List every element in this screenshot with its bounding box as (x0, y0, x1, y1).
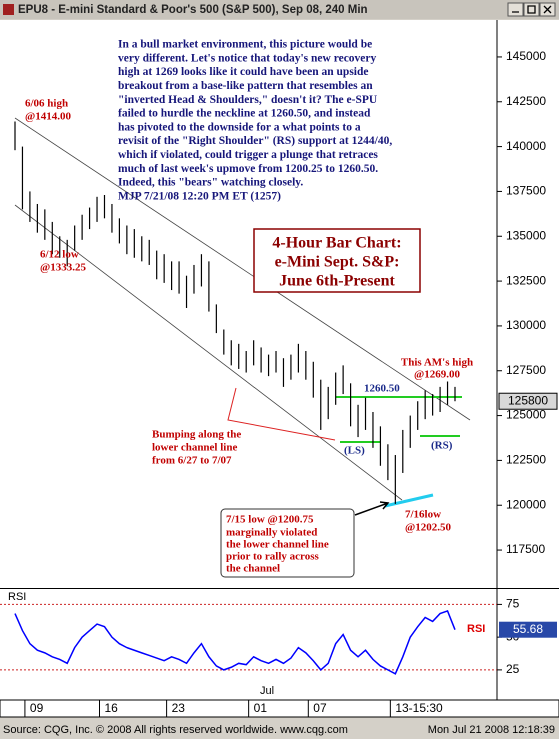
annotation: the lower channel line (226, 539, 329, 551)
low-trendline (384, 493, 434, 508)
commentary-line: which if violated, could trigger a plung… (118, 149, 378, 161)
commentary-line: has pivoted to the downside for a what p… (118, 121, 361, 133)
annotation: (LS) (344, 445, 365, 457)
x-tick-label: 16 (104, 701, 118, 715)
y-tick-label: 142500 (506, 94, 546, 108)
y-tick-label: 132500 (506, 273, 546, 287)
headline: June 6th-Present (279, 273, 395, 290)
rsi-line (14, 610, 456, 675)
y-tick-label: 137500 (506, 184, 546, 198)
annotation: lower channel line (152, 442, 237, 454)
y-tick-label: 120000 (506, 497, 546, 511)
last-price-label: 125800 (508, 393, 548, 407)
headline: e-Mini Sept. S&P: (275, 254, 400, 271)
annotation: @1269.00 (414, 369, 460, 381)
annotation: @1333.25 (40, 262, 86, 274)
y-tick-label: 130000 (506, 318, 546, 332)
annotation: from 6/27 to 7/07 (152, 455, 232, 467)
headline: 4-Hour Bar Chart: (272, 235, 401, 252)
y-tick-label: 122500 (506, 453, 546, 467)
commentary-line: much of last week's upmove from 1200.25 … (118, 163, 378, 175)
y-tick-label: 127500 (506, 363, 546, 377)
commentary-line: high at 1269 looks like it could have be… (118, 66, 369, 78)
time-axis-strip (0, 699, 559, 718)
month-label: Jul (260, 685, 274, 697)
x-tick-label: 01 (254, 701, 268, 715)
commentary-line: MJP 7/21/08 12:20 PM ET (1257) (118, 190, 281, 202)
annotation: marginally violated (226, 527, 317, 539)
panel-label: RSI (8, 591, 26, 603)
commentary-line: revisit of the "Right Shoulder" (RS) sup… (118, 135, 392, 147)
x-tick-label: 23 (172, 701, 186, 715)
annotation: @1202.50 (405, 522, 451, 534)
annotation: 6/06 high (25, 98, 68, 110)
title-bar (0, 0, 559, 19)
pointer-lines (227, 387, 336, 441)
arrow (354, 501, 390, 516)
upper-channel-line (14, 117, 471, 421)
y-tick-label: 135000 (506, 228, 546, 242)
annotation: 7/15 low @1200.75 (226, 514, 314, 526)
annotation: the channel (226, 563, 280, 575)
annotation: prior to rally across (226, 551, 319, 563)
rsi-value-box (499, 621, 557, 638)
button-glyphs (512, 5, 552, 14)
annotation: This AM's high (401, 357, 473, 369)
y-tick-label: 25 (506, 662, 520, 676)
commentary-line: Indeed, this "bears" watching closely. (118, 177, 303, 189)
minimize-button[interactable] (507, 2, 524, 17)
last-price-box (498, 392, 558, 410)
annotation: 6/12 low (40, 249, 79, 261)
footer-time: Mon Jul 21 2008 12:18:39 (428, 724, 555, 736)
annotation: Bumping along the (152, 429, 241, 441)
x-tick-label: 09 (30, 701, 44, 715)
rsi-panel (0, 589, 497, 700)
annotation: @1414.00 (25, 111, 71, 123)
note-box (220, 508, 355, 578)
commentary-line: failed to hurdle the neckline at 1260.50… (118, 108, 371, 120)
annotation: 1260.50 (364, 383, 400, 395)
value-axis-strip (497, 20, 559, 700)
series-label: RSI (467, 623, 485, 635)
y-tick-label: 125000 (506, 408, 546, 422)
window-title: EPU8 - E-mini Standard & Poor's 500 (S&P… (18, 4, 368, 16)
footer-source: Source: CQG, Inc. © 2008 All rights rese… (3, 724, 348, 736)
commentary-line: In a bull market environment, this pictu… (118, 39, 372, 51)
y-tick-label: 117500 (506, 542, 545, 556)
annotation: (RS) (431, 440, 453, 452)
headline-box (253, 228, 421, 293)
x-tick-label: 13-15:30 (395, 701, 443, 715)
app-icon (3, 4, 14, 15)
commentary-line: very different. Let's notice that today'… (118, 52, 377, 64)
y-tick-label: 145000 (506, 49, 546, 63)
commentary-line: "inverted Head & Shoulders," doesn't it?… (118, 94, 378, 106)
rsi-value-label: 55.68 (513, 622, 543, 636)
x-tick-label: 07 (313, 701, 327, 715)
maximize-button[interactable] (523, 2, 540, 17)
lower-channel-line (14, 204, 403, 501)
y-tick-label: 75 (506, 597, 520, 611)
annotation: 7/16low (405, 509, 441, 521)
price-panel (0, 20, 497, 588)
commentary-line: breakout from a base-like pattern that r… (118, 80, 373, 92)
y-tick-label: 140000 (506, 139, 546, 153)
